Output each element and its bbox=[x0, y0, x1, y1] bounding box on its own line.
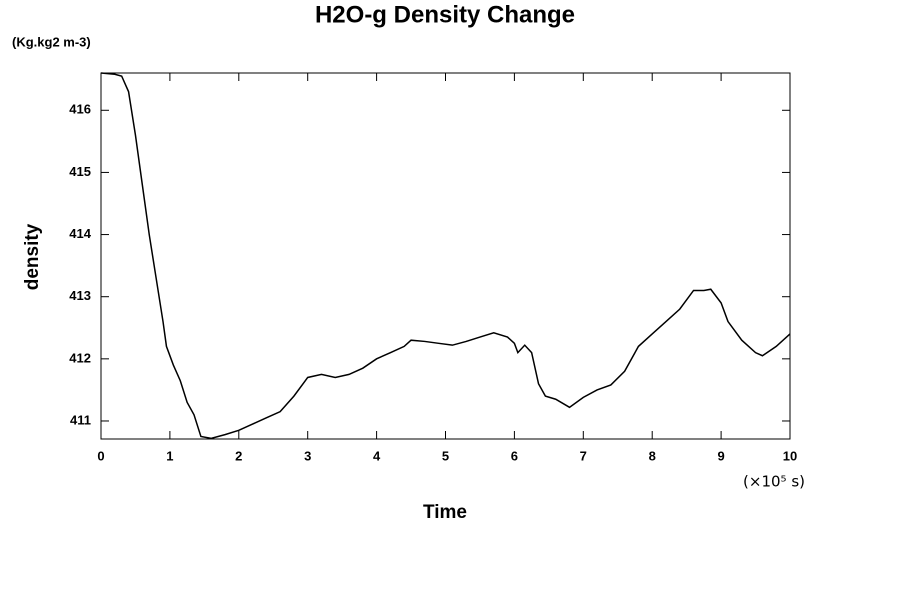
plot-frame bbox=[100, 72, 791, 440]
x-tick-label: 7 bbox=[580, 448, 587, 463]
y-axis-label: density bbox=[22, 223, 43, 290]
y-unit: (Kg.kg2 m-3) bbox=[12, 34, 91, 49]
x-unit: (×10⁵ s) bbox=[743, 473, 805, 491]
x-tick-label: 9 bbox=[717, 448, 724, 463]
x-tick-label: 4 bbox=[373, 448, 381, 463]
chart-title: H2O-g Density Change bbox=[315, 1, 575, 28]
x-tick-label: 2 bbox=[235, 448, 242, 463]
x-tick-label: 6 bbox=[511, 448, 518, 463]
y-tick-label: 415 bbox=[69, 164, 91, 179]
x-tick-label: 0 bbox=[97, 448, 104, 463]
x-tick-label: 1 bbox=[166, 448, 173, 463]
y-tick-label: 413 bbox=[69, 288, 91, 303]
y-tick-label: 412 bbox=[69, 350, 91, 365]
x-tick-label: 10 bbox=[783, 448, 797, 463]
y-tick-label: 416 bbox=[69, 102, 91, 117]
x-tick-label: 3 bbox=[304, 448, 311, 463]
x-axis-label: Time bbox=[423, 502, 467, 523]
x-tick-label: 5 bbox=[442, 448, 449, 463]
data-line bbox=[100, 72, 791, 440]
x-tick-label: 8 bbox=[649, 448, 656, 463]
y-tick-label: 414 bbox=[69, 226, 91, 241]
y-tick-label: 411 bbox=[70, 412, 91, 427]
